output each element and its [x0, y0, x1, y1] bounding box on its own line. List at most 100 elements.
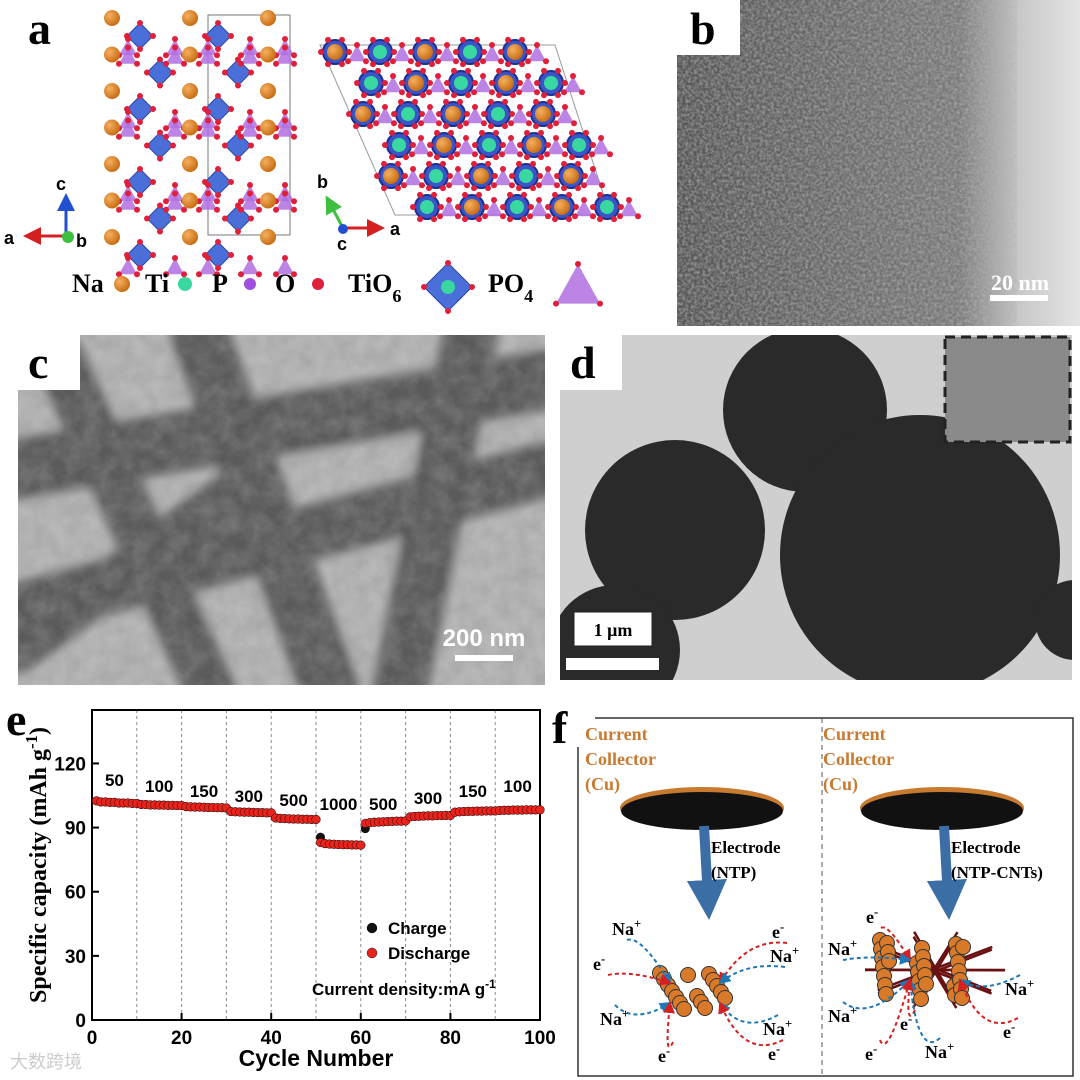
o-atom — [457, 123, 463, 130]
o-atom — [553, 300, 559, 307]
ion-label-part: Na — [600, 1009, 622, 1029]
o-atom — [471, 160, 477, 167]
o-atom — [554, 182, 560, 189]
na-atom — [182, 83, 198, 99]
o-atom — [534, 42, 540, 48]
o-atom — [545, 142, 551, 148]
particle — [680, 967, 696, 983]
na-atom — [182, 119, 198, 136]
o-atom — [412, 98, 418, 105]
na-atom — [260, 10, 276, 26]
o-atom — [500, 142, 506, 148]
electrode-label: Electrode — [711, 838, 781, 857]
scale-bar — [455, 655, 513, 661]
o-atom — [415, 61, 421, 68]
collector-label: Collector — [823, 749, 894, 769]
o-atom — [436, 120, 442, 127]
po4 — [241, 120, 259, 137]
o-atom — [516, 89, 522, 96]
o-atom — [256, 133, 262, 140]
na-atom — [563, 168, 579, 184]
ion-label-part: e — [772, 922, 780, 942]
o-atom — [431, 216, 437, 223]
ion-label-part: Na — [1005, 979, 1027, 999]
o-atom — [438, 204, 444, 210]
o-atom — [420, 67, 426, 74]
po4 — [199, 193, 217, 210]
label-box — [677, 0, 740, 55]
o-atom — [498, 49, 504, 55]
o-atom — [493, 154, 499, 161]
ti-atom — [420, 200, 434, 214]
o-atom — [214, 125, 220, 132]
o-atom — [157, 129, 163, 136]
ion-label-part: - — [601, 952, 605, 966]
o-atom — [435, 73, 441, 79]
o-atom — [384, 36, 390, 43]
o-atom — [472, 104, 478, 110]
o-atom — [282, 255, 288, 261]
o-atom — [476, 216, 482, 223]
o-atom — [222, 142, 228, 149]
o-atom — [545, 213, 551, 220]
o-atom — [391, 120, 397, 127]
o-atom — [247, 36, 253, 42]
o-atom — [215, 20, 221, 26]
o-atom — [384, 61, 390, 68]
o-atom — [590, 166, 596, 172]
o-atom — [611, 216, 617, 223]
na-atom — [104, 119, 120, 136]
ion-label-part: Na — [828, 939, 850, 959]
po4 — [119, 193, 137, 210]
po4 — [556, 264, 600, 304]
o-atom — [291, 198, 297, 205]
na-atom — [464, 199, 480, 215]
o-atom — [125, 109, 131, 115]
o-atom — [205, 190, 211, 197]
scale-bar — [566, 658, 659, 670]
ti-atom — [600, 200, 614, 214]
electrode-disk — [621, 792, 783, 830]
o-atom — [163, 125, 169, 132]
ti-atom — [572, 138, 586, 152]
o-atom — [157, 82, 163, 89]
na-atom — [436, 137, 452, 153]
ion-label-part: Na — [828, 1006, 850, 1026]
o-atom — [444, 80, 450, 86]
o-atom — [116, 206, 122, 213]
o-atom — [395, 185, 401, 192]
axis-label: b — [76, 231, 87, 251]
o-atom — [125, 190, 131, 197]
flow-arrow — [718, 965, 786, 985]
o-atom — [238, 206, 244, 213]
o-atom — [436, 111, 442, 117]
o-atom — [163, 60, 169, 67]
o-atom — [573, 204, 579, 210]
o-atom — [391, 49, 397, 55]
o-atom — [555, 92, 561, 99]
panel-label: a — [28, 3, 51, 54]
particle — [913, 991, 929, 1007]
o-atom — [517, 80, 523, 86]
o-atom — [196, 206, 202, 213]
o-atom — [417, 216, 423, 223]
ti-atom — [401, 107, 415, 121]
o-atom — [499, 151, 505, 158]
na-atom — [114, 276, 130, 292]
o-atom — [381, 185, 387, 192]
po4 — [384, 76, 402, 93]
o-atom — [399, 80, 405, 86]
annotation: Current density:mA g-1 — [312, 977, 496, 999]
o-atom — [597, 191, 603, 198]
o-atom — [569, 129, 575, 136]
o-atom — [508, 135, 514, 141]
na-atom — [260, 46, 276, 63]
o-atom — [561, 89, 567, 96]
o-atom — [426, 160, 432, 167]
o-atom — [401, 182, 407, 189]
o-atom — [116, 271, 122, 278]
o-atom — [247, 44, 253, 51]
o-atom — [391, 111, 397, 117]
o-atom — [525, 73, 531, 79]
o-atom — [562, 80, 568, 86]
